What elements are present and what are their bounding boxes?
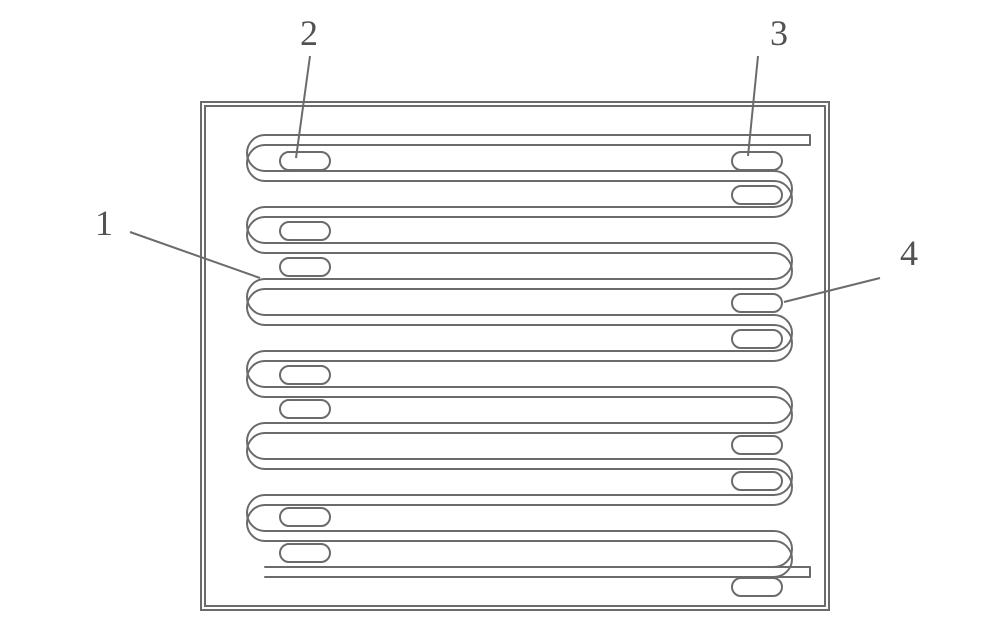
callout-leader-4 (784, 278, 880, 302)
slot (732, 294, 782, 312)
slot (732, 436, 782, 454)
slots (280, 152, 782, 596)
slot (280, 544, 330, 562)
slot (732, 578, 782, 596)
diagram-canvas: 1 2 3 4 (0, 0, 1000, 640)
callouts: 1 2 3 4 (95, 13, 918, 302)
slot (732, 186, 782, 204)
callout-label-4: 4 (900, 233, 918, 273)
callout-label-3: 3 (770, 13, 788, 53)
callout-label-2: 2 (300, 13, 318, 53)
slot (732, 472, 782, 490)
slot (280, 152, 330, 170)
frame (201, 102, 829, 610)
callout-leader-1 (130, 232, 260, 278)
slot (732, 152, 782, 170)
slot (280, 400, 330, 418)
callout-label-1: 1 (95, 203, 113, 243)
slot (280, 508, 330, 526)
serpentine-tube (247, 135, 810, 577)
slot (280, 258, 330, 276)
slot (280, 222, 330, 240)
slot (732, 330, 782, 348)
slot (280, 366, 330, 384)
